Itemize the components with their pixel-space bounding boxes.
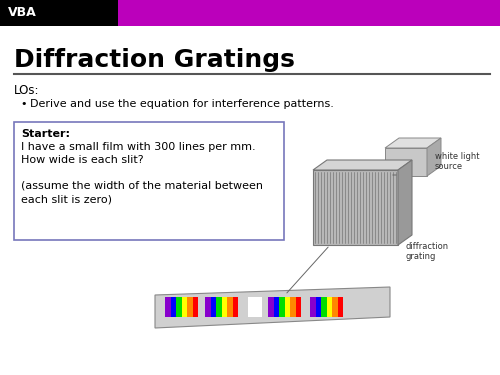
Bar <box>296 297 301 317</box>
Text: LOs:: LOs: <box>14 84 40 96</box>
Bar <box>321 297 326 317</box>
Bar <box>326 297 332 317</box>
Text: diffraction
grating: diffraction grating <box>405 242 448 261</box>
Bar <box>274 297 279 317</box>
Text: Derive and use the equation for interference patterns.: Derive and use the equation for interfer… <box>30 99 334 109</box>
Bar <box>192 297 198 317</box>
Bar <box>170 297 176 317</box>
Bar <box>385 148 427 176</box>
Bar <box>268 297 274 317</box>
Polygon shape <box>313 160 412 170</box>
Text: •: • <box>20 99 26 109</box>
Bar <box>182 297 187 317</box>
Bar <box>165 297 170 317</box>
Bar <box>187 297 192 317</box>
Bar <box>0 0 118 26</box>
Bar <box>310 297 316 317</box>
FancyBboxPatch shape <box>14 122 284 240</box>
Text: Diffraction Gratings: Diffraction Gratings <box>14 48 295 72</box>
Bar <box>222 297 227 317</box>
Bar <box>210 297 216 317</box>
Polygon shape <box>427 138 441 176</box>
Bar <box>227 297 232 317</box>
Polygon shape <box>398 160 412 245</box>
Bar <box>205 297 210 317</box>
Bar <box>232 297 238 317</box>
Bar <box>284 297 290 317</box>
Bar <box>118 0 500 26</box>
Text: each slit is zero): each slit is zero) <box>21 194 112 204</box>
Text: Starter:: Starter: <box>21 129 70 139</box>
Text: How wide is each slit?: How wide is each slit? <box>21 155 144 165</box>
Text: I have a small film with 300 lines per mm.: I have a small film with 300 lines per m… <box>21 142 256 152</box>
Text: (assume the width of the material between: (assume the width of the material betwee… <box>21 181 263 191</box>
Text: white light
source: white light source <box>435 152 480 171</box>
Bar <box>216 297 222 317</box>
Bar <box>176 297 182 317</box>
Bar <box>313 170 398 245</box>
Text: VBA: VBA <box>8 6 37 20</box>
Bar <box>248 297 262 317</box>
Bar <box>338 297 343 317</box>
Bar <box>279 297 284 317</box>
Polygon shape <box>155 287 390 328</box>
Bar <box>290 297 296 317</box>
Bar <box>316 297 321 317</box>
Polygon shape <box>385 138 441 148</box>
Bar <box>332 297 338 317</box>
